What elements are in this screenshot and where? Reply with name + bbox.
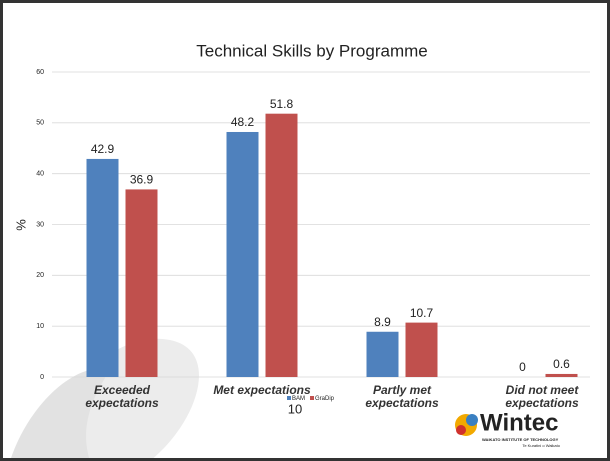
bar bbox=[545, 373, 578, 377]
y-tick-label: 10 bbox=[36, 323, 44, 330]
x-tick-label: Met expectations bbox=[213, 383, 311, 397]
x-tick-label: Did not meet expectations bbox=[505, 383, 579, 410]
x-tick-label: Partly met expectations bbox=[365, 383, 439, 410]
y-tick-label: 40 bbox=[36, 171, 44, 178]
logo-text: Wintec bbox=[480, 409, 558, 436]
bar bbox=[366, 331, 399, 377]
bar bbox=[226, 131, 259, 377]
legend-swatch bbox=[310, 396, 315, 400]
legend-label: BAM bbox=[292, 396, 305, 402]
data-label: 48.2 bbox=[231, 115, 255, 129]
legend-swatch bbox=[287, 396, 291, 400]
y-tick-label: 0 bbox=[40, 374, 44, 381]
data-label: 51.8 bbox=[270, 97, 294, 111]
x-tick-label: Exceeded expectations bbox=[85, 383, 159, 410]
decoration bbox=[10, 368, 110, 461]
bar bbox=[125, 189, 158, 377]
y-tick-label: 20 bbox=[36, 272, 44, 279]
y-tick-label: 30 bbox=[36, 221, 44, 228]
data-label: 36.9 bbox=[130, 173, 154, 187]
bar bbox=[86, 158, 119, 377]
y-tick-label: 50 bbox=[36, 120, 44, 127]
bar bbox=[405, 322, 438, 377]
legend-label: GraDip bbox=[315, 396, 335, 402]
logo-icon bbox=[456, 425, 466, 435]
logo-subtitle: WAIKATO INSTITUTE OF TECHNOLOGY bbox=[482, 437, 559, 442]
y-tick-label: 60 bbox=[36, 69, 44, 76]
logo-tagline: Te Kuratini o Waikato bbox=[522, 443, 560, 448]
data-label: 8.9 bbox=[374, 315, 391, 329]
page-number: 10 bbox=[288, 401, 302, 416]
data-label: 42.9 bbox=[91, 142, 115, 156]
y-axis-label: % bbox=[13, 219, 28, 231]
bar bbox=[265, 113, 298, 377]
chart-title: Technical Skills by Programme bbox=[196, 41, 427, 60]
data-label: 0 bbox=[519, 360, 526, 374]
logo-icon bbox=[466, 414, 478, 426]
data-label: 10.7 bbox=[410, 306, 434, 320]
logo: Wintec WAIKATO INSTITUTE OF TECHNOLOGY T… bbox=[455, 409, 561, 448]
data-label: 0.6 bbox=[553, 357, 570, 371]
